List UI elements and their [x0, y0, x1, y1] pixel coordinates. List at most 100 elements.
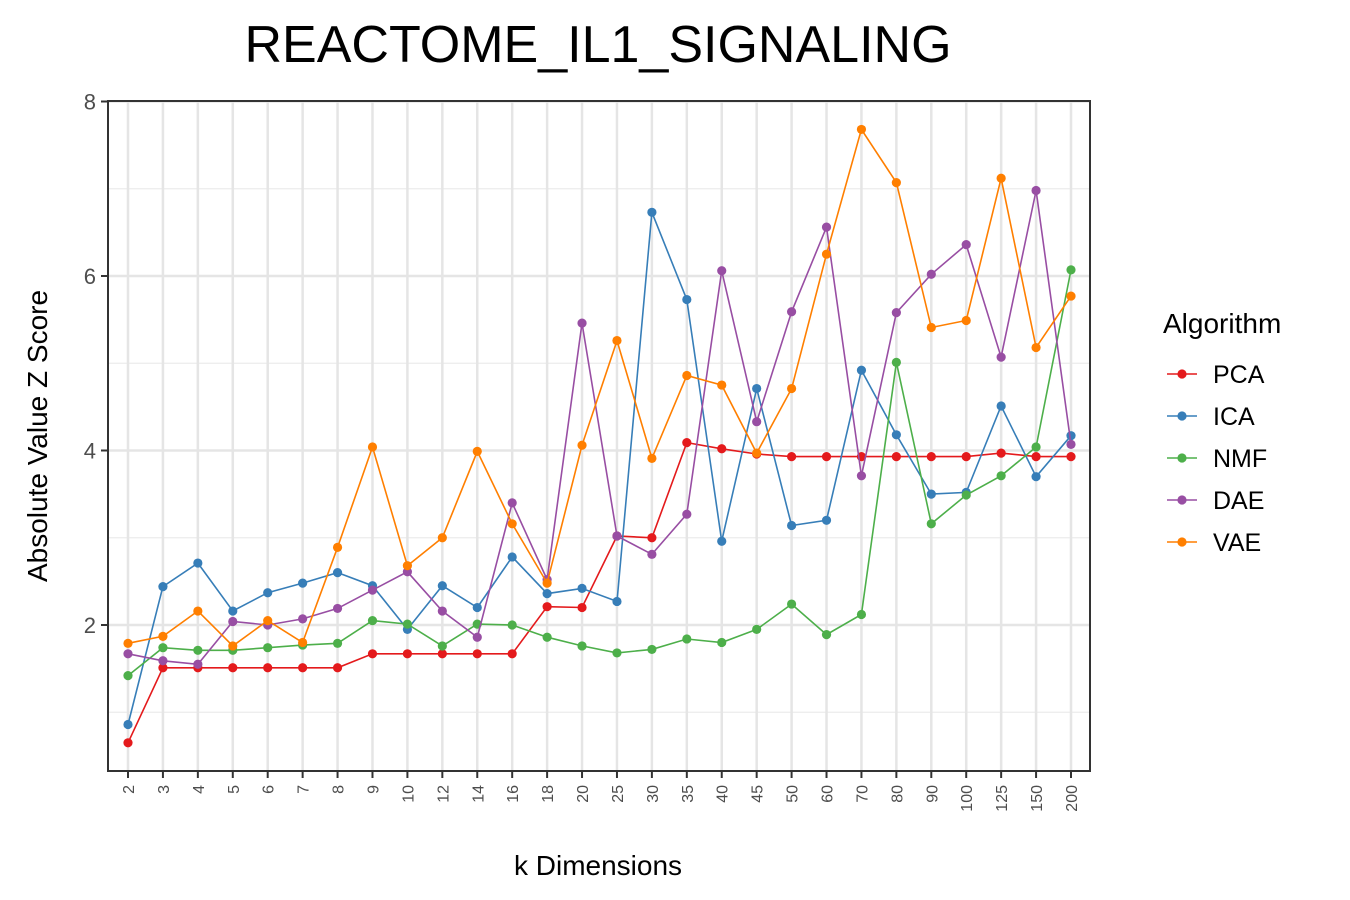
data-point-nmf: [961, 490, 971, 500]
x-tick-label: 25: [610, 785, 627, 803]
data-point-vae: [821, 249, 832, 259]
data-point-vae: [298, 637, 308, 648]
legend-item-dae: DAE: [1167, 487, 1264, 515]
data-point-nmf: [647, 644, 657, 655]
legend-swatch-point: [1177, 537, 1187, 547]
legend-swatch-point: [1177, 369, 1187, 379]
data-point-ica: [926, 489, 936, 499]
data-point-nmf: [1031, 442, 1041, 452]
legend-swatch-point: [1177, 453, 1187, 463]
data-point-nmf: [682, 634, 692, 644]
y-tick-label: 4: [84, 439, 96, 464]
data-point-vae: [158, 631, 168, 641]
legend-title: Algorithm: [1163, 308, 1281, 339]
y-tick-label: 2: [84, 613, 96, 638]
x-tick-label: 200: [1064, 785, 1081, 812]
data-point-ica: [786, 520, 797, 531]
data-point-pca: [717, 444, 727, 454]
data-point-pca: [437, 649, 447, 659]
data-point-pca: [367, 649, 378, 659]
data-point-ica: [228, 606, 238, 616]
data-point-dae: [193, 659, 203, 669]
data-point-nmf: [402, 619, 413, 629]
data-point-dae: [158, 656, 168, 666]
legend-item-pca: PCA: [1167, 361, 1265, 389]
data-point-pca: [577, 602, 587, 613]
x-tick-label: 5: [226, 785, 243, 794]
data-point-nmf: [193, 645, 203, 655]
data-point-nmf: [577, 641, 587, 651]
x-tick-label: 80: [889, 785, 906, 803]
data-point-dae: [961, 239, 971, 250]
plot-area: [108, 101, 1090, 771]
data-point-ica: [193, 558, 203, 568]
data-point-vae: [926, 322, 936, 333]
data-point-pca: [1066, 452, 1076, 462]
data-point-ica: [437, 581, 447, 591]
data-point-vae: [472, 446, 482, 456]
data-point-vae: [786, 383, 797, 394]
plot-background: [108, 101, 1090, 771]
data-point-pca: [786, 452, 797, 462]
data-point-vae: [437, 533, 447, 543]
data-point-vae: [1066, 291, 1076, 301]
data-point-ica: [891, 430, 901, 440]
data-point-dae: [507, 498, 517, 508]
data-point-vae: [577, 440, 587, 450]
legend-swatch-point: [1177, 411, 1187, 421]
x-tick-label: 35: [680, 785, 697, 803]
data-point-dae: [926, 269, 936, 279]
x-tick-label: 150: [1029, 785, 1046, 812]
data-point-ica: [682, 294, 692, 305]
data-point-pca: [402, 649, 413, 659]
legend-label: NMF: [1213, 445, 1267, 473]
data-point-vae: [507, 519, 517, 529]
data-point-ica: [542, 588, 552, 599]
data-point-dae: [367, 585, 378, 595]
data-point-pca: [298, 663, 308, 673]
data-point-vae: [717, 380, 727, 390]
data-point-nmf: [1066, 265, 1076, 275]
x-tick-label: 50: [785, 785, 802, 803]
data-point-nmf: [158, 643, 168, 653]
data-point-vae: [996, 173, 1006, 183]
data-point-vae: [961, 315, 971, 326]
data-point-nmf: [926, 519, 936, 529]
data-point-pca: [682, 438, 692, 448]
data-point-nmf: [752, 624, 762, 634]
gridlines: [108, 100, 1090, 771]
data-point-ica: [472, 602, 482, 613]
legend-item-vae: VAE: [1167, 529, 1261, 557]
x-tick-label: 30: [645, 785, 662, 803]
data-point-dae: [228, 616, 238, 627]
data-point-pca: [228, 663, 238, 673]
data-point-nmf: [542, 632, 552, 642]
x-tick-label: 2: [121, 785, 138, 794]
x-tick-label: 70: [854, 785, 871, 803]
series-line-ica: [127, 212, 1072, 725]
data-point-dae: [437, 606, 447, 616]
x-tick-label: 16: [505, 785, 522, 803]
data-point-vae: [332, 542, 343, 552]
x-tick-label: 4: [191, 785, 208, 794]
data-point-ica: [263, 588, 273, 598]
data-point-dae: [856, 471, 867, 481]
data-point-ica: [647, 207, 657, 217]
y-tick-label: 8: [84, 90, 96, 115]
data-point-vae: [228, 641, 238, 651]
data-point-dae: [682, 509, 692, 519]
data-point-vae: [402, 561, 413, 571]
data-point-nmf: [717, 637, 727, 648]
x-tick-label: 8: [331, 785, 348, 794]
data-point-dae: [577, 318, 587, 328]
x-tick-label: 125: [994, 785, 1011, 812]
data-point-pca: [332, 663, 343, 673]
data-point-vae: [612, 335, 622, 346]
y-tick-label: 6: [84, 264, 96, 289]
series-line-pca: [127, 441, 1071, 744]
data-point-ica: [717, 536, 727, 546]
data-point-dae: [472, 632, 482, 642]
data-point-pca: [647, 533, 657, 543]
data-point-nmf: [786, 599, 797, 609]
